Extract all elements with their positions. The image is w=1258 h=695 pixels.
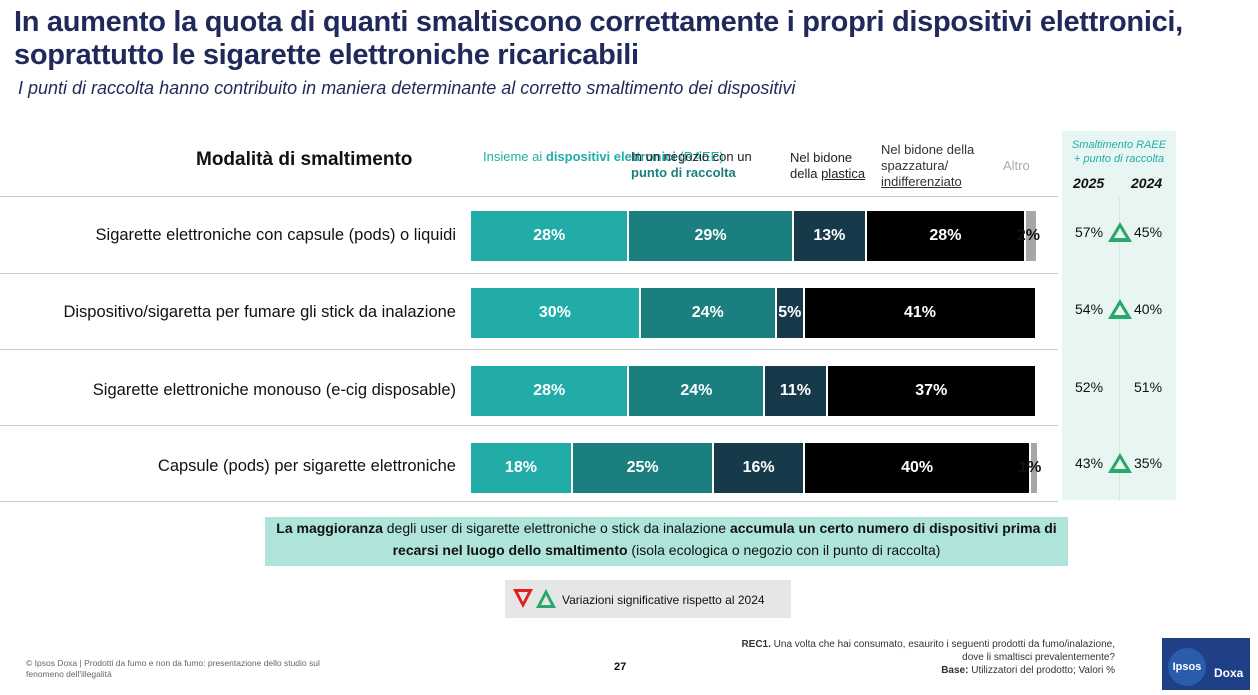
- page-title: In aumento la quota di quanti smaltiscon…: [14, 6, 1183, 71]
- data-label: 24%: [680, 382, 713, 399]
- header-altro: Altro: [1003, 158, 1030, 173]
- page-subtitle: I punti di raccolta hanno contribuito in…: [18, 78, 796, 98]
- year-2024-label: 2024: [1131, 175, 1163, 191]
- data-label: 13%: [813, 227, 846, 244]
- bar-segment: 28%: [471, 211, 628, 261]
- bar-segment: 25%: [572, 443, 713, 493]
- bar-segment: 11%: [765, 366, 826, 416]
- bar-segment: 40%: [804, 443, 1030, 493]
- row-separator: [0, 196, 1058, 197]
- bar-row: 30% 24% 5% 41%: [471, 288, 1037, 338]
- data-label: 41%: [903, 304, 936, 321]
- data-label: 28%: [533, 382, 566, 399]
- bar-segment: 1%: [1018, 443, 1041, 493]
- bar-segment: 29%: [629, 211, 792, 261]
- row-separator: [0, 273, 1058, 274]
- data-label: 30%: [538, 304, 571, 321]
- pct-2024: 40%: [1134, 301, 1163, 317]
- pct-2024: 45%: [1134, 224, 1163, 240]
- data-label: 37%: [915, 382, 948, 399]
- data-label: 29%: [694, 227, 727, 244]
- data-label: 16%: [742, 459, 775, 476]
- panel-divider: [1119, 197, 1120, 501]
- pct-2025: 57%: [1075, 224, 1104, 240]
- increase-triangle-icon: [1108, 222, 1132, 242]
- doxa-logo: Doxa: [1214, 666, 1244, 680]
- footer-question: REC1. Una volta che hai consumato, esaur…: [741, 639, 1115, 676]
- data-label: 40%: [901, 459, 934, 476]
- pct-2024: 35%: [1134, 455, 1163, 471]
- legend-box: [505, 580, 791, 618]
- page-number: 27: [614, 661, 627, 673]
- bar-segment: 41%: [804, 288, 1035, 338]
- bar-segment: 5%: [776, 288, 803, 338]
- bar-segment: 28%: [471, 366, 628, 416]
- bar-segment: 37%: [827, 366, 1035, 416]
- bar-segment: 2%: [1017, 211, 1040, 261]
- category-label: Sigarette elettroniche con capsule (pods…: [95, 226, 456, 244]
- bar-segment: 13%: [793, 211, 866, 261]
- data-label: 1%: [1018, 459, 1042, 476]
- row-separator: [0, 425, 1058, 426]
- row-separator: [0, 349, 1058, 350]
- data-label: 5%: [778, 304, 802, 321]
- category-label: Sigarette elettroniche monouso (e-cig di…: [92, 381, 456, 399]
- data-label: 18%: [504, 459, 537, 476]
- category-label: Capsule (pods) per sigarette elettronich…: [157, 457, 456, 475]
- pct-2025: 52%: [1075, 379, 1104, 395]
- bar-segment: 18%: [471, 443, 571, 493]
- data-label: 28%: [533, 227, 566, 244]
- key-finding-box: La maggioranza degli user di sigarette e…: [265, 517, 1068, 566]
- row-separator: [0, 501, 1058, 502]
- bar-segment: 28%: [867, 211, 1024, 261]
- bar-segment: 24%: [629, 366, 764, 416]
- footer-copyright: © Ipsos Doxa | Prodotti da fumo e non da…: [26, 658, 320, 679]
- ipsos-logo: Ipsos: [1168, 648, 1206, 686]
- legend-text: Variazioni significative rispetto al 202…: [562, 593, 765, 607]
- bar-segment: 16%: [714, 443, 803, 493]
- pct-2025: 54%: [1075, 301, 1104, 317]
- header-plastica: Nel bidone della plastica: [790, 150, 866, 181]
- data-label: 11%: [779, 382, 811, 399]
- bar-segment: 30%: [471, 288, 639, 338]
- header-raee: Insieme ai dispositivi elettronici (RAEE…: [483, 149, 724, 164]
- header-modalita: Modalità di smaltimento: [196, 149, 413, 170]
- pct-2024: 51%: [1134, 379, 1163, 395]
- increase-triangle-icon: [1108, 299, 1132, 319]
- year-2025-label: 2025: [1073, 175, 1105, 191]
- significance-legend-icon: [513, 589, 556, 608]
- pct-2025: 43%: [1075, 455, 1104, 471]
- bar-row: 28% 24% 11% 37%: [471, 366, 1037, 416]
- panel-title: Smaltimento RAEE + punto di raccolta: [1071, 139, 1167, 165]
- data-label: 24%: [691, 304, 724, 321]
- data-label: 2%: [1016, 227, 1040, 244]
- data-label: 25%: [626, 459, 659, 476]
- increase-triangle-icon: [1108, 453, 1132, 473]
- data-label: 28%: [929, 227, 962, 244]
- header-spazzatura: Nel bidone della spazzatura/indifferenzia…: [881, 142, 975, 189]
- header-negozio: In un negozio con un punto di raccolta: [631, 149, 752, 180]
- category-label: Dispositivo/sigaretta per fumare gli sti…: [63, 303, 456, 321]
- bar-row: 18% 25% 16% 40% 1%: [471, 443, 1041, 493]
- bar-row: 28% 29% 13% 28% 2%: [471, 211, 1040, 261]
- bar-segment: 24%: [640, 288, 775, 338]
